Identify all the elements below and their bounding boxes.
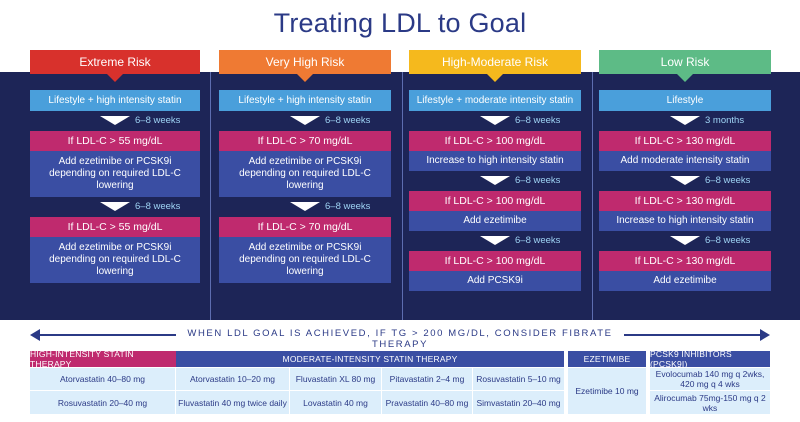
- risk-header-extreme: Extreme Risk: [30, 50, 200, 74]
- down-arrow-icon: [100, 116, 130, 125]
- threshold-box: If LDL-C > 100 mg/dL: [409, 131, 581, 151]
- header-pointer-icon: [487, 74, 503, 82]
- threshold-box: If LDL-C > 70 mg/dL: [219, 131, 391, 151]
- threshold-box: If LDL-C > 100 mg/dL: [409, 191, 581, 211]
- pcsk9-cell: Evolocumab 140 mg q 2wks, 420 mg q 4 wks: [650, 368, 770, 390]
- risk-header-high-moderate: High-Moderate Risk: [409, 50, 581, 74]
- moderate-intensity-cell: Atorvastatin 10–20 mg: [176, 368, 289, 390]
- moderate-intensity-cell: Rosuvastatin 5–10 mg: [473, 368, 564, 390]
- high-intensity-cell: Rosuvastatin 20–40 mg: [30, 391, 175, 414]
- action-box: Add ezetimibe or PCSK9i depending on req…: [30, 237, 200, 283]
- down-arrow-icon: [290, 202, 320, 211]
- interval-step: 6–8 weeks: [409, 233, 581, 249]
- fibrate-note: WHEN LDL GOAL IS ACHIEVED, IF TG > 200 M…: [187, 328, 613, 350]
- interval-step: 6–8 weeks: [219, 199, 391, 215]
- interval-step: 6–8 weeks: [599, 173, 771, 189]
- lifestyle-box: Lifestyle: [599, 90, 771, 111]
- moderate-intensity-cell: Pravastatin 40–80 mg: [382, 391, 472, 414]
- arrow-line: [624, 334, 762, 336]
- down-arrow-icon: [480, 236, 510, 245]
- threshold-box: If LDL-C > 130 mg/dL: [599, 251, 771, 271]
- action-box: Add PCSK9i: [409, 271, 581, 291]
- threshold-box: If LDL-C > 70 mg/dL: [219, 217, 391, 237]
- down-arrow-icon: [670, 236, 700, 245]
- pcsk9-cell: Alirocumab 75mg-150 mg q 2 wks: [650, 391, 770, 414]
- interval-label: 6–8 weeks: [135, 201, 181, 212]
- interval-label: 6–8 weeks: [515, 175, 561, 186]
- moderate-intensity-cell: Fluvastatin XL 80 mg: [290, 368, 381, 390]
- arrow-right-icon: [760, 329, 770, 341]
- action-box: Increase to high intensity statin: [599, 211, 771, 231]
- column-divider: [592, 72, 593, 320]
- interval-label: 6–8 weeks: [705, 235, 751, 246]
- interval-label: 6–8 weeks: [135, 115, 181, 126]
- high-intensity-header: HIGH-INTENSITY STATIN THERAPY: [30, 349, 176, 369]
- interval-label: 6–8 weeks: [325, 115, 371, 126]
- interval-step: 6–8 weeks: [409, 113, 581, 129]
- interval-step: 3 months: [599, 113, 771, 129]
- pcsk9-header: PCSK9 INHIBITORS (PCSK9I): [650, 349, 770, 369]
- action-box: Add moderate intensity statin: [599, 151, 771, 171]
- arrow-left-icon: [30, 329, 40, 341]
- down-arrow-icon: [290, 116, 320, 125]
- moderate-intensity-header: MODERATE-INTENSITY STATIN THERAPY: [176, 351, 564, 367]
- risk-header-low: Low Risk: [599, 50, 771, 74]
- down-arrow-icon: [670, 176, 700, 185]
- down-arrow-icon: [670, 116, 700, 125]
- interval-step: 6–8 weeks: [219, 113, 391, 129]
- high-intensity-cell: Atorvastatin 40–80 mg: [30, 368, 175, 390]
- column-divider: [210, 72, 211, 320]
- fibrate-note-arrow: WHEN LDL GOAL IS ACHIEVED, IF TG > 200 M…: [30, 326, 770, 350]
- moderate-intensity-cell: Pitavastatin 2–4 mg: [382, 368, 472, 390]
- action-box: Add ezetimibe: [599, 271, 771, 291]
- moderate-intensity-cell: Lovastatin 40 mg: [290, 391, 381, 414]
- column-divider: [402, 72, 403, 320]
- threshold-box: If LDL-C > 55 mg/dL: [30, 217, 200, 237]
- interval-step: 6–8 weeks: [599, 233, 771, 249]
- threshold-box: If LDL-C > 100 mg/dL: [409, 251, 581, 271]
- interval-label: 6–8 weeks: [515, 115, 561, 126]
- interval-step: 6–8 weeks: [30, 113, 200, 129]
- lifestyle-box: Lifestyle + high intensity statin: [219, 90, 391, 111]
- down-arrow-icon: [480, 116, 510, 125]
- risk-header-very-high: Very High Risk: [219, 50, 391, 74]
- interval-label: 3 months: [705, 115, 745, 126]
- action-box: Add ezetimibe: [409, 211, 581, 231]
- interval-label: 6–8 weeks: [705, 175, 751, 186]
- action-box: Add ezetimibe or PCSK9i depending on req…: [219, 237, 391, 283]
- header-pointer-icon: [677, 74, 693, 82]
- header-pointer-icon: [297, 74, 313, 82]
- moderate-intensity-cell: Simvastatin 20–40 mg: [473, 391, 564, 414]
- action-box: Add ezetimibe or PCSK9i depending on req…: [219, 151, 391, 197]
- interval-label: 6–8 weeks: [325, 201, 371, 212]
- page-title: Treating LDL to Goal: [273, 8, 527, 38]
- interval-label: 6–8 weeks: [515, 235, 561, 246]
- lifestyle-box: Lifestyle + moderate intensity statin: [409, 90, 581, 111]
- moderate-intensity-cell: Fluvastatin 40 mg twice daily: [176, 391, 289, 414]
- action-box: Increase to high intensity statin: [409, 151, 581, 171]
- lifestyle-box: Lifestyle + high intensity statin: [30, 90, 200, 111]
- ezetimibe-header: EZETIMIBE: [568, 351, 646, 367]
- interval-step: 6–8 weeks: [30, 199, 200, 215]
- down-arrow-icon: [100, 202, 130, 211]
- down-arrow-icon: [480, 176, 510, 185]
- action-box: Add ezetimibe or PCSK9i depending on req…: [30, 151, 200, 197]
- threshold-box: If LDL-C > 55 mg/dL: [30, 131, 200, 151]
- threshold-box: If LDL-C > 130 mg/dL: [599, 191, 771, 211]
- threshold-box: If LDL-C > 130 mg/dL: [599, 131, 771, 151]
- ezetimibe-cell: Ezetimibe 10 mg: [568, 368, 646, 414]
- header-pointer-icon: [107, 74, 123, 82]
- arrow-line: [38, 334, 176, 336]
- interval-step: 6–8 weeks: [409, 173, 581, 189]
